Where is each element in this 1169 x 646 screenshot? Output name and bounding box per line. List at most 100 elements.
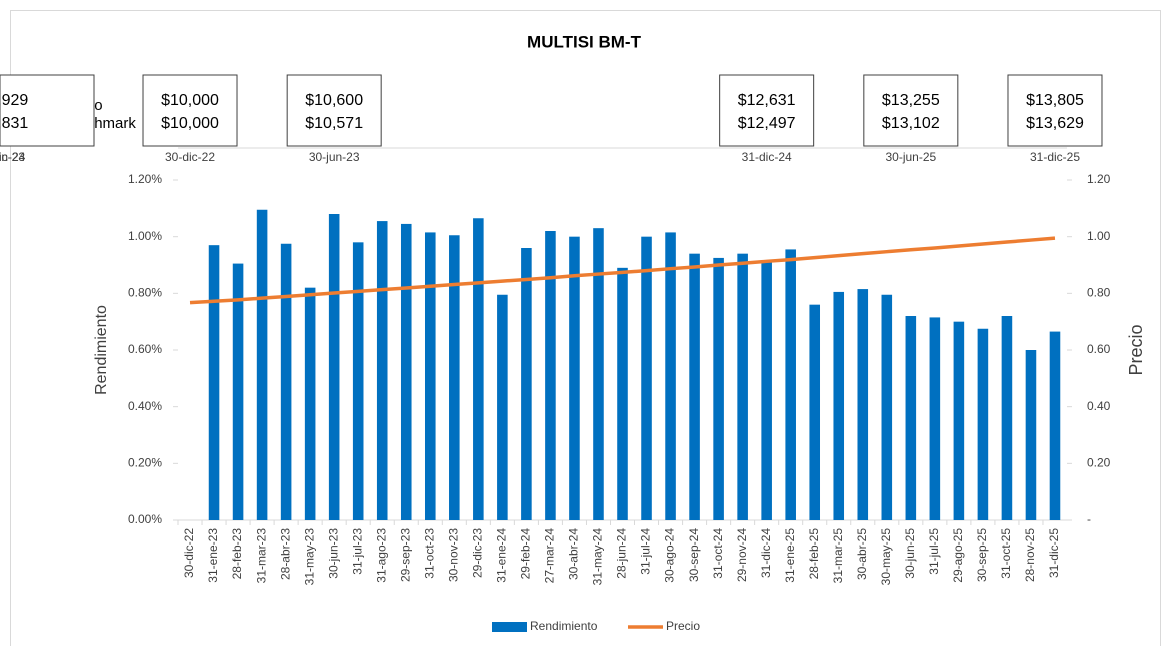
summary-benchmark: $10,571 bbox=[305, 115, 363, 132]
x-tick-label: 31-ago-23 bbox=[374, 528, 388, 583]
summary-fondo: $11,929 bbox=[0, 92, 28, 109]
bar bbox=[545, 231, 556, 520]
y2-tick-label: 0.40 bbox=[1087, 399, 1111, 413]
y2-tick-label: 0.60 bbox=[1087, 342, 1111, 356]
y2-tick-label: 1.20 bbox=[1087, 172, 1111, 186]
bar bbox=[905, 316, 917, 520]
bar bbox=[328, 214, 340, 520]
bar bbox=[376, 221, 388, 521]
bar bbox=[424, 232, 436, 520]
summary-fondo: $13,805 bbox=[1026, 92, 1084, 109]
x-tick-label: 28-feb-25 bbox=[807, 528, 821, 580]
x-tick-label: 27-mar-24 bbox=[543, 528, 557, 584]
y-tick-label: 0.00% bbox=[128, 512, 162, 526]
y-tick-label: 0.80% bbox=[128, 286, 162, 300]
summary-benchmark: $10,000 bbox=[161, 115, 219, 132]
x-tick-label: 31-may-23 bbox=[302, 528, 316, 586]
summary-date: 31-dic-25 bbox=[1030, 150, 1080, 164]
bar bbox=[208, 245, 220, 520]
x-tick-label: 31-oct-25 bbox=[999, 528, 1013, 579]
bar bbox=[737, 253, 748, 520]
x-tick-label: 31-dic-24 bbox=[759, 528, 773, 578]
bar bbox=[641, 236, 652, 520]
x-tick-label: 30-abr-24 bbox=[567, 528, 581, 580]
y-tick-label: 0.40% bbox=[128, 399, 162, 413]
bar bbox=[232, 263, 244, 520]
x-tick-label: 30-sep-25 bbox=[975, 528, 989, 582]
x-tick-label: 29-nov-24 bbox=[735, 528, 749, 582]
x-tick-label: 30-jun-23 bbox=[326, 528, 340, 579]
y2-tick-label: 0.20 bbox=[1087, 456, 1111, 470]
summary-box bbox=[863, 74, 959, 147]
summary-box bbox=[286, 74, 382, 147]
x-tick-label: 31-oct-24 bbox=[711, 528, 725, 579]
summary-fondo: $10,600 bbox=[305, 92, 363, 109]
y2-tick-label: 0.80 bbox=[1087, 286, 1111, 300]
summary-box bbox=[142, 74, 238, 147]
bar bbox=[256, 209, 268, 520]
y-axis-title: Rendimiento bbox=[93, 305, 110, 395]
y2-tick-label: - bbox=[1087, 512, 1091, 526]
chart-title: MULTISI BM-T bbox=[527, 32, 642, 51]
bar bbox=[857, 289, 869, 520]
legend-swatch bbox=[492, 622, 527, 632]
x-tick-label: 28-abr-23 bbox=[278, 528, 292, 580]
bar bbox=[689, 253, 700, 520]
x-tick-label: 28-jun-24 bbox=[615, 528, 629, 579]
summary-date: 31-dic-24 bbox=[742, 150, 792, 164]
legend-label: Rendimiento bbox=[530, 619, 598, 633]
x-tick-label: 31-dic-25 bbox=[1047, 528, 1061, 578]
bar bbox=[665, 232, 676, 520]
x-tick-label: 29-dic-23 bbox=[471, 528, 485, 578]
summary-fondo: $12,631 bbox=[738, 92, 796, 109]
bar bbox=[352, 242, 364, 521]
x-tick-label: 30-dic-22 bbox=[182, 528, 196, 578]
x-tick-label: 30-jun-25 bbox=[903, 528, 917, 579]
bar bbox=[304, 287, 316, 520]
x-tick-label: 31-ene-24 bbox=[495, 528, 509, 583]
bar bbox=[617, 267, 628, 520]
bar bbox=[473, 218, 484, 520]
x-tick-label: 30-nov-23 bbox=[446, 528, 460, 582]
x-tick-label: 31-mar-25 bbox=[831, 528, 845, 584]
summary-date: 30-jun-25 bbox=[885, 150, 936, 164]
summary-benchmark: $11,831 bbox=[0, 115, 28, 132]
x-tick-label: 29-ago-25 bbox=[951, 528, 965, 583]
summary-date: 31-dic-23 bbox=[0, 150, 25, 164]
bar bbox=[929, 317, 941, 520]
bar bbox=[809, 304, 821, 520]
bar bbox=[761, 260, 772, 520]
bar bbox=[497, 294, 508, 520]
bar bbox=[953, 321, 965, 520]
x-tick-label: 31-jul-23 bbox=[350, 528, 364, 575]
x-tick-label: 31-mar-23 bbox=[254, 528, 268, 584]
line bbox=[189, 236, 1056, 305]
bar bbox=[833, 291, 845, 520]
bar bbox=[1049, 331, 1061, 520]
summary-date: 30-jun-24 bbox=[0, 150, 26, 164]
y2-axis-title: Precio bbox=[1126, 324, 1146, 375]
summary-date: 30-dic-22 bbox=[165, 150, 215, 164]
summary-box bbox=[719, 74, 815, 147]
summary-fondo: $13,255 bbox=[882, 92, 940, 109]
x-tick-label: 31-ene-23 bbox=[206, 528, 220, 583]
bar bbox=[449, 235, 460, 520]
x-tick-label: 28-nov-25 bbox=[1023, 528, 1037, 582]
bar bbox=[569, 236, 580, 520]
bar bbox=[1001, 316, 1013, 520]
x-tick-label: 30-ago-24 bbox=[663, 528, 677, 583]
bar bbox=[1025, 350, 1037, 520]
y2-tick-label: 1.00 bbox=[1087, 229, 1111, 243]
legend-label: Precio bbox=[666, 619, 700, 633]
bar bbox=[593, 228, 604, 520]
x-tick-label: 28-feb-23 bbox=[230, 528, 244, 580]
x-tick-label: 31-oct-23 bbox=[422, 528, 436, 579]
x-tick-label: 30-sep-24 bbox=[687, 528, 701, 582]
x-tick-label: 31-may-24 bbox=[591, 528, 605, 586]
summary-benchmark: $13,629 bbox=[1026, 115, 1084, 132]
bar bbox=[881, 294, 893, 520]
y-tick-label: 1.20% bbox=[128, 172, 162, 186]
y-tick-label: 0.20% bbox=[128, 456, 162, 470]
x-tick-label: 31-jul-24 bbox=[639, 528, 653, 575]
